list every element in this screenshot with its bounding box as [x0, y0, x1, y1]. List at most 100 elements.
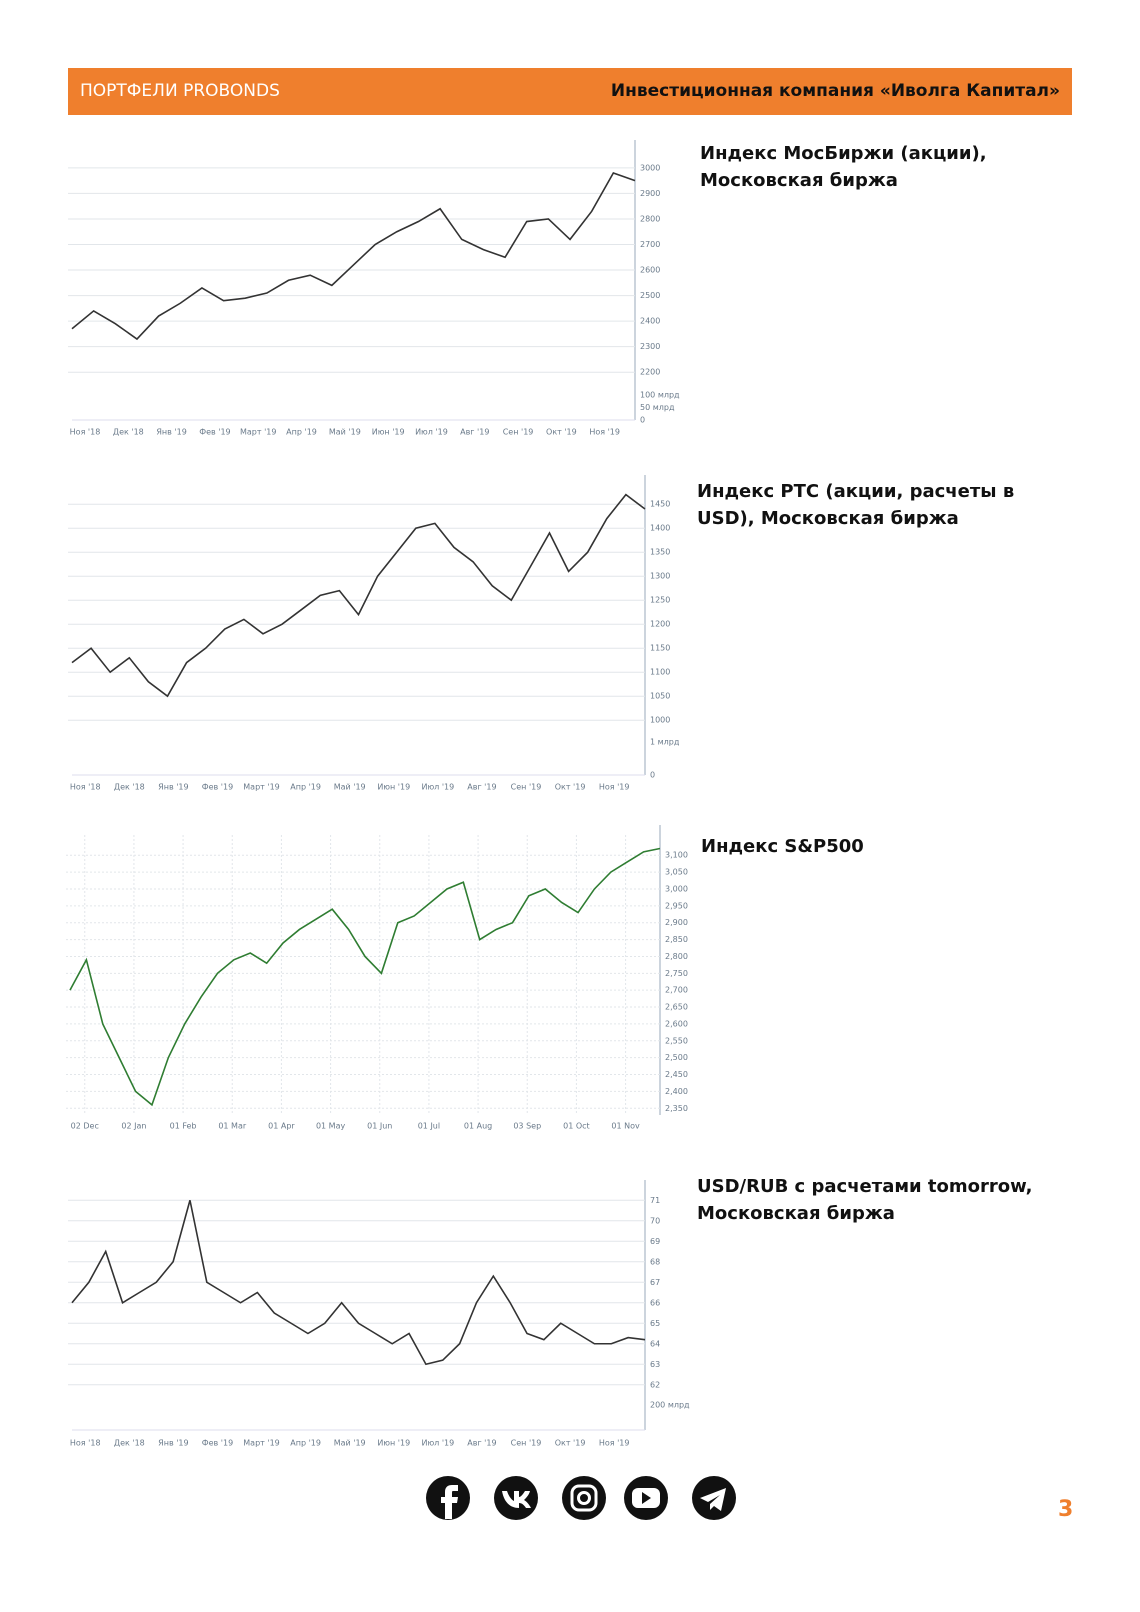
- x-tick-label: 01 Oct: [563, 1122, 590, 1131]
- y-tick-label: 2,750: [665, 969, 688, 978]
- y-tick-label: 3,100: [665, 851, 688, 860]
- facebook-glyph: [441, 1485, 458, 1519]
- x-tick-label: Ноя '19: [599, 783, 630, 792]
- price-line: [71, 172, 636, 341]
- price-line: [69, 847, 661, 1107]
- y-tick-label: 2,800: [665, 952, 688, 961]
- y-tick-label: 1200: [650, 620, 670, 629]
- x-tick-label: 01 Apr: [268, 1122, 295, 1131]
- x-tick-label: 01 Jun: [367, 1122, 392, 1131]
- x-tick-label: Окт '19: [546, 428, 577, 437]
- x-tick-label: Сен '19: [511, 783, 542, 792]
- y-tick-label: 1450: [650, 500, 670, 509]
- x-tick-label: Март '19: [240, 428, 276, 437]
- x-tick-label: Апр '19: [290, 783, 321, 792]
- y-tick-label: 2,450: [665, 1070, 688, 1079]
- y-tick-label: 2200: [640, 368, 660, 377]
- x-tick-label: Ноя '18: [70, 428, 101, 437]
- x-tick-label: Дек '18: [114, 783, 145, 792]
- x-tick-label: 01 Nov: [611, 1122, 640, 1131]
- x-tick-label: Янв '19: [158, 783, 188, 792]
- x-tick-label: 01 Mar: [218, 1122, 247, 1131]
- y-tick-label: 2500: [640, 291, 660, 300]
- x-tick-label: Июл '19: [415, 428, 448, 437]
- chart-title: Индекс S&P500: [701, 836, 864, 857]
- y-tick-label: 1350: [650, 548, 670, 557]
- x-tick-label: Янв '19: [156, 428, 186, 437]
- youtube-glyph: [642, 1492, 651, 1504]
- y-tick-label: 2700: [640, 240, 660, 249]
- x-tick-label: Окт '19: [555, 1439, 586, 1448]
- y-tick-label: 67: [650, 1278, 660, 1287]
- y-tick-label: 3,000: [665, 884, 688, 893]
- x-tick-label: Фев '19: [199, 428, 230, 437]
- x-tick-label: Ноя '18: [70, 1439, 101, 1448]
- y-tick-label: 71: [650, 1196, 660, 1205]
- x-tick-label: Окт '19: [555, 783, 586, 792]
- x-tick-label: Май '19: [334, 1439, 366, 1448]
- x-tick-label: Июн '19: [377, 1439, 410, 1448]
- x-tick-label: 03 Sep: [513, 1122, 541, 1131]
- y-tick-label: 2,400: [665, 1087, 688, 1096]
- instagram-icon[interactable]: [562, 1476, 606, 1520]
- y-tick-label: 1150: [650, 644, 670, 653]
- x-tick-label: Авг '19: [467, 1439, 496, 1448]
- y-tick-label: 1300: [650, 572, 670, 581]
- y-tick-label: 2,500: [665, 1053, 688, 1062]
- x-tick-label: Янв '19: [158, 1439, 188, 1448]
- x-tick-label: Июл '19: [421, 783, 454, 792]
- x-tick-label: Авг '19: [467, 783, 496, 792]
- y-tick-label: 2800: [640, 214, 660, 223]
- x-tick-label: Апр '19: [290, 1439, 321, 1448]
- y-tick-label: 1400: [650, 524, 670, 533]
- page-number: 3: [1058, 1497, 1074, 1522]
- y-tick-label: 2,700: [665, 986, 688, 995]
- y-tick-label: 2300: [640, 342, 660, 351]
- x-tick-label: Дек '18: [113, 428, 144, 437]
- y-tick-label: 68: [650, 1257, 660, 1266]
- x-tick-label: Июл '19: [421, 1439, 454, 1448]
- x-tick-label: Июн '19: [377, 783, 410, 792]
- y-tick-label: 69: [650, 1237, 660, 1246]
- x-tick-label: Март '19: [243, 1439, 279, 1448]
- x-tick-label: Апр '19: [286, 428, 317, 437]
- volume-label: 50 млрд: [640, 403, 675, 412]
- x-tick-label: Фев '19: [202, 1439, 233, 1448]
- y-tick-label: 3000: [640, 163, 660, 172]
- x-tick-label: 01 Aug: [464, 1122, 492, 1131]
- x-tick-label: 01 May: [316, 1122, 346, 1131]
- y-tick-label: 2,650: [665, 1003, 688, 1012]
- instagram-glyph: [577, 1491, 591, 1505]
- volume-label: 200 млрд: [650, 1401, 690, 1410]
- y-tick-label: 2900: [640, 189, 660, 198]
- x-tick-label: Дек '18: [114, 1439, 145, 1448]
- x-tick-label: Ноя '19: [599, 1439, 630, 1448]
- x-tick-label: Сен '19: [511, 1439, 542, 1448]
- y-tick-label: 1250: [650, 596, 670, 605]
- social-icons: [426, 1476, 736, 1520]
- vk-glyph: [502, 1491, 531, 1508]
- x-tick-label: Сен '19: [503, 428, 534, 437]
- chart-title: Индекс РТС (акции, расчеты в USD), Моско…: [697, 481, 1015, 529]
- y-tick-label: 64: [650, 1339, 660, 1348]
- x-tick-label: Фев '19: [202, 783, 233, 792]
- x-tick-label: Май '19: [334, 783, 366, 792]
- y-tick-label: 2,850: [665, 935, 688, 944]
- y-tick-label: 2,350: [665, 1104, 688, 1113]
- header-bar: ПОРТФЕЛИ PROBONDS Инвестиционная компани…: [68, 68, 1072, 115]
- x-tick-label: Ноя '19: [589, 428, 620, 437]
- volume-label: 0: [640, 416, 645, 425]
- volume-label: 1 млрд: [650, 738, 680, 747]
- y-tick-label: 63: [650, 1360, 660, 1369]
- x-tick-label: 02 Jan: [121, 1122, 146, 1131]
- x-tick-label: 02 Dec: [71, 1122, 99, 1131]
- y-tick-label: 3,050: [665, 868, 688, 877]
- chart-title: Индекс МосБиржи (акции), Московская бирж…: [700, 143, 987, 191]
- x-tick-label: Март '19: [243, 783, 279, 792]
- price-line: [71, 1200, 646, 1366]
- instagram-glyph: [570, 1484, 598, 1512]
- volume-label: 0: [650, 771, 655, 780]
- x-tick-label: Май '19: [329, 428, 361, 437]
- y-tick-label: 2,550: [665, 1036, 688, 1045]
- chart-title: USD/RUB с расчетами tomorrow, Московская…: [697, 1176, 1033, 1224]
